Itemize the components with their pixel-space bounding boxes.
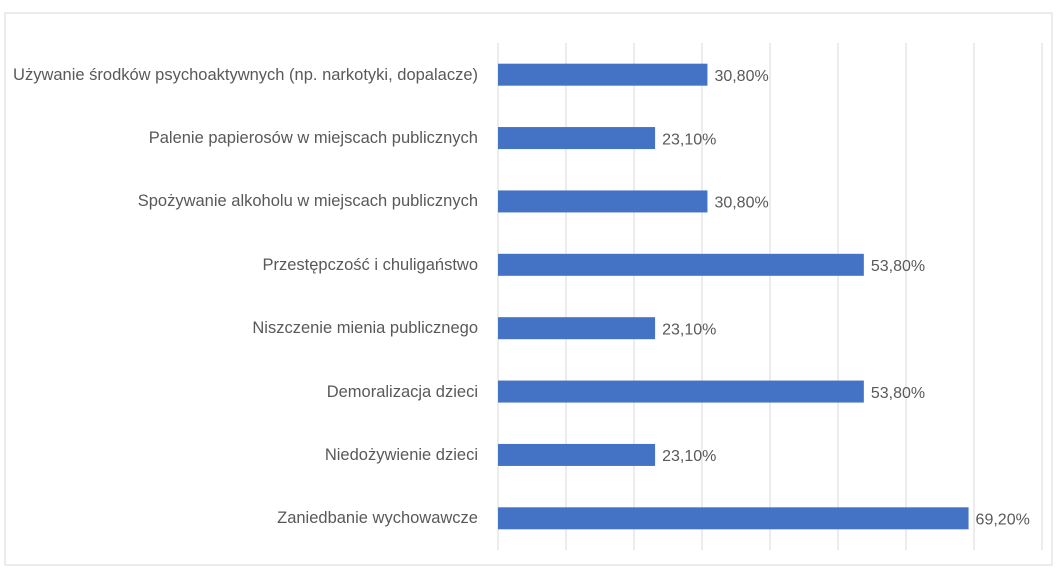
chart-frame <box>4 12 1053 566</box>
bar <box>498 63 708 86</box>
data-label: 30,80% <box>714 195 768 212</box>
bar <box>498 317 656 340</box>
data-label: 53,80% <box>871 258 925 275</box>
y-tick-label: Zaniedbanie wychowawcze <box>277 509 478 528</box>
y-tick-label: Przestępczość i chuligaństwo <box>262 255 478 274</box>
data-label: 23,10% <box>662 131 716 148</box>
bar <box>498 380 864 403</box>
y-tick-label: Niedożywienie dzieci <box>324 445 478 464</box>
bar <box>498 127 656 150</box>
data-label: 69,20% <box>976 512 1030 529</box>
data-label: 53,80% <box>871 385 925 402</box>
y-tick-label: Używanie środków psychoaktywnych (np. na… <box>13 65 478 84</box>
data-label: 23,10% <box>662 448 716 465</box>
y-tick-label: Demoralizacja dzieci <box>326 382 478 401</box>
data-label: 23,10% <box>662 321 716 338</box>
bar <box>498 253 864 276</box>
bar <box>498 507 969 530</box>
y-tick-label: Spożywanie alkoholu w miejscach publiczn… <box>137 192 478 211</box>
bar <box>498 443 656 466</box>
data-label: 30,80% <box>714 68 768 85</box>
y-tick-label: Niszczenie mienia publicznego <box>252 319 478 338</box>
bar <box>498 190 708 213</box>
y-tick-label: Palenie papierosów w miejscach publiczny… <box>148 129 478 148</box>
